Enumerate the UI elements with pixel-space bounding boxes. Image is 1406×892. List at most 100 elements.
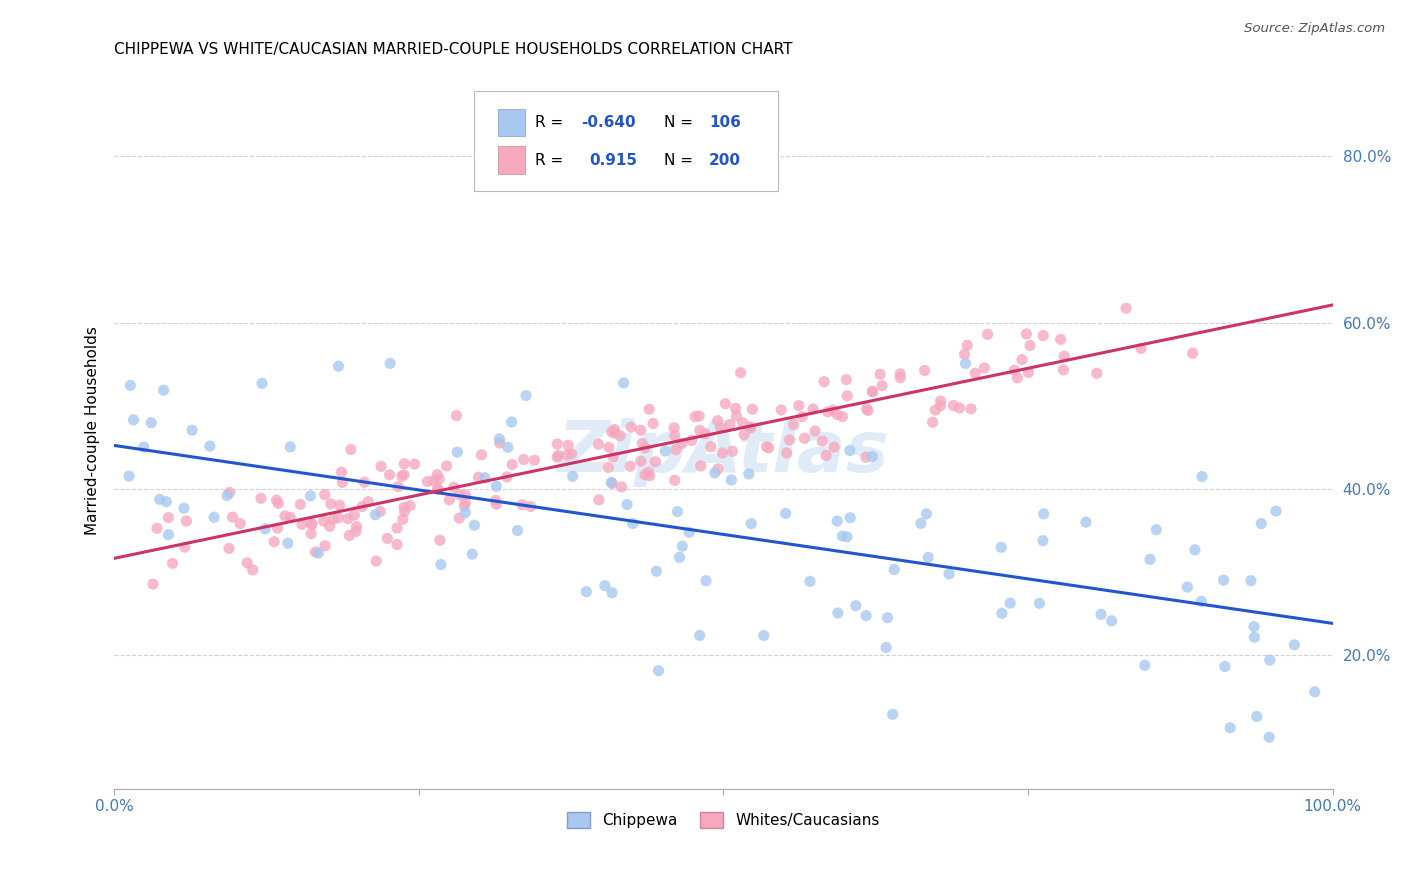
- Point: [948, 401, 970, 415]
- Point: [304, 545, 326, 559]
- Point: [804, 424, 827, 438]
- Text: ZipAtlas: ZipAtlas: [558, 417, 890, 487]
- Point: [229, 516, 252, 531]
- Point: [665, 442, 688, 457]
- Point: [811, 434, 834, 449]
- Point: [860, 450, 883, 464]
- Point: [973, 361, 995, 376]
- Point: [250, 376, 273, 391]
- Point: [616, 498, 638, 512]
- Point: [575, 584, 598, 599]
- Point: [132, 440, 155, 454]
- Point: [955, 356, 977, 370]
- Point: [668, 550, 690, 565]
- Point: [598, 460, 620, 475]
- Point: [706, 414, 728, 428]
- Point: [242, 563, 264, 577]
- Point: [430, 558, 453, 572]
- Point: [821, 403, 844, 417]
- Point: [976, 327, 998, 342]
- Point: [266, 493, 288, 508]
- Point: [427, 472, 450, 486]
- Point: [609, 429, 631, 443]
- Point: [446, 445, 468, 459]
- Point: [426, 467, 449, 482]
- Point: [519, 500, 541, 514]
- Point: [929, 394, 952, 409]
- Point: [755, 440, 778, 454]
- Point: [364, 508, 387, 522]
- Text: R =: R =: [534, 115, 568, 129]
- Point: [1101, 614, 1123, 628]
- Point: [914, 363, 936, 377]
- Point: [357, 494, 380, 508]
- Point: [426, 483, 449, 497]
- Point: [267, 496, 290, 510]
- Point: [924, 403, 946, 417]
- Point: [1028, 596, 1050, 610]
- Point: [510, 498, 533, 512]
- Point: [817, 405, 839, 419]
- Point: [392, 467, 415, 482]
- Point: [666, 505, 689, 519]
- Point: [152, 383, 174, 397]
- Point: [370, 459, 392, 474]
- Point: [1053, 350, 1076, 364]
- Point: [689, 424, 711, 438]
- Point: [695, 426, 717, 441]
- Point: [416, 475, 439, 489]
- Point: [956, 338, 979, 352]
- Point: [1184, 542, 1206, 557]
- Point: [960, 401, 983, 416]
- Point: [496, 440, 519, 454]
- Point: [485, 479, 508, 493]
- Point: [875, 640, 897, 655]
- Point: [449, 511, 471, 525]
- Point: [688, 409, 710, 423]
- Point: [720, 473, 742, 487]
- Point: [173, 501, 195, 516]
- Point: [443, 480, 465, 494]
- Point: [938, 567, 960, 582]
- Point: [336, 512, 359, 526]
- Point: [218, 541, 240, 556]
- Point: [394, 504, 416, 518]
- Point: [218, 485, 240, 500]
- Point: [501, 458, 523, 472]
- Point: [299, 526, 322, 541]
- Point: [883, 562, 905, 576]
- Point: [889, 367, 911, 381]
- Point: [799, 574, 821, 589]
- Point: [689, 628, 711, 642]
- Point: [1181, 346, 1204, 360]
- Point: [546, 450, 568, 464]
- Point: [322, 513, 344, 527]
- Point: [375, 532, 398, 546]
- Point: [561, 469, 583, 483]
- Text: 0.915: 0.915: [589, 153, 637, 168]
- Point: [394, 457, 416, 471]
- Point: [801, 402, 824, 417]
- Point: [998, 596, 1021, 610]
- Point: [889, 370, 911, 384]
- Point: [600, 586, 623, 600]
- Point: [278, 440, 301, 454]
- Point: [328, 510, 350, 524]
- Point: [839, 510, 862, 524]
- Point: [634, 441, 657, 455]
- Point: [301, 517, 323, 532]
- Point: [740, 516, 762, 531]
- Point: [290, 497, 312, 511]
- Point: [634, 467, 657, 482]
- Point: [752, 628, 775, 642]
- Point: [953, 347, 976, 361]
- Point: [557, 438, 579, 452]
- Point: [299, 516, 322, 531]
- Point: [779, 433, 801, 447]
- Point: [277, 536, 299, 550]
- Point: [678, 525, 700, 540]
- Point: [485, 497, 508, 511]
- Point: [1007, 371, 1029, 385]
- Point: [725, 409, 748, 423]
- Point: [1258, 730, 1281, 744]
